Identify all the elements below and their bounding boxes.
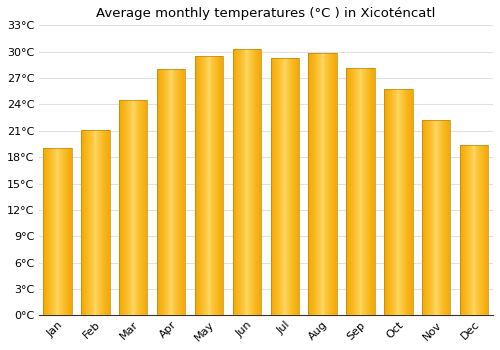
Bar	[44, 148, 72, 315]
Bar	[81, 130, 110, 315]
Bar	[270, 58, 299, 315]
Bar	[232, 49, 261, 315]
Bar	[157, 69, 186, 315]
Bar	[195, 56, 223, 315]
Bar	[460, 145, 488, 315]
Bar	[119, 100, 148, 315]
Bar	[308, 54, 337, 315]
Bar	[384, 89, 412, 315]
Title: Average monthly temperatures (°C ) in Xicoténcatl: Average monthly temperatures (°C ) in Xi…	[96, 7, 436, 20]
Bar	[346, 68, 374, 315]
Bar	[422, 120, 450, 315]
